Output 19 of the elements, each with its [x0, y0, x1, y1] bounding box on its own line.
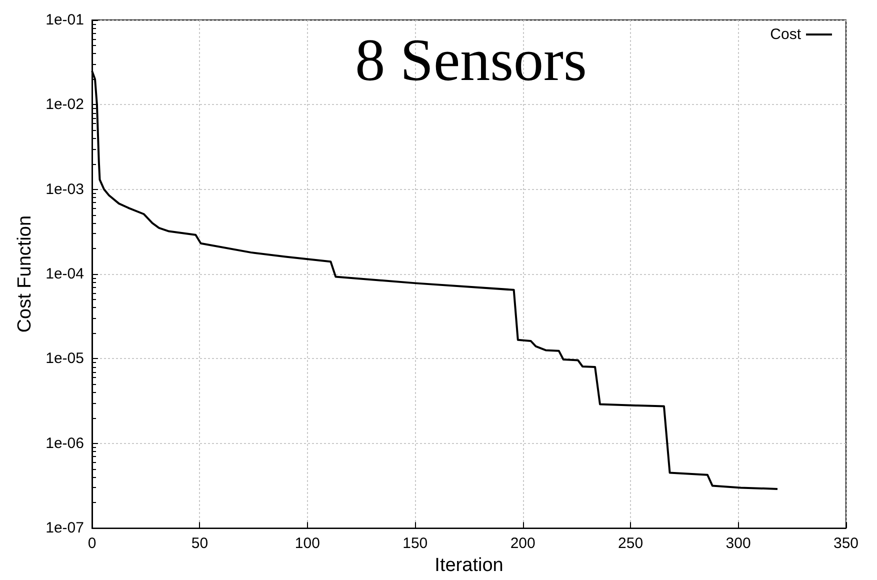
x-tick-label: 0 — [88, 535, 96, 552]
x-tick-label: 100 — [294, 535, 320, 552]
y-axis-title: Cost Function — [14, 215, 36, 333]
y-tick-label: 1e-03 — [46, 180, 84, 198]
x-axis-title: Iteration — [434, 555, 504, 576]
chart-title: 8 Sensors — [355, 27, 587, 93]
y-tick-label: 1e-04 — [46, 266, 84, 283]
x-tick-label: 50 — [191, 535, 208, 552]
y-tick-label: 1e-05 — [46, 350, 84, 368]
x-tick-label: 350 — [833, 535, 859, 552]
x-tick-label: 200 — [510, 535, 536, 552]
y-tick-label: 1e-06 — [46, 434, 84, 452]
x-tick-label: 250 — [618, 535, 644, 552]
x-tick-label: 150 — [402, 535, 428, 552]
x-tick-label: 300 — [726, 535, 751, 552]
legend-label: Cost — [770, 26, 802, 43]
y-tick-label: 1e-02 — [46, 96, 84, 114]
y-tick-label: 1e-07 — [46, 520, 84, 537]
y-tick-label: 1e-01 — [46, 12, 84, 28]
